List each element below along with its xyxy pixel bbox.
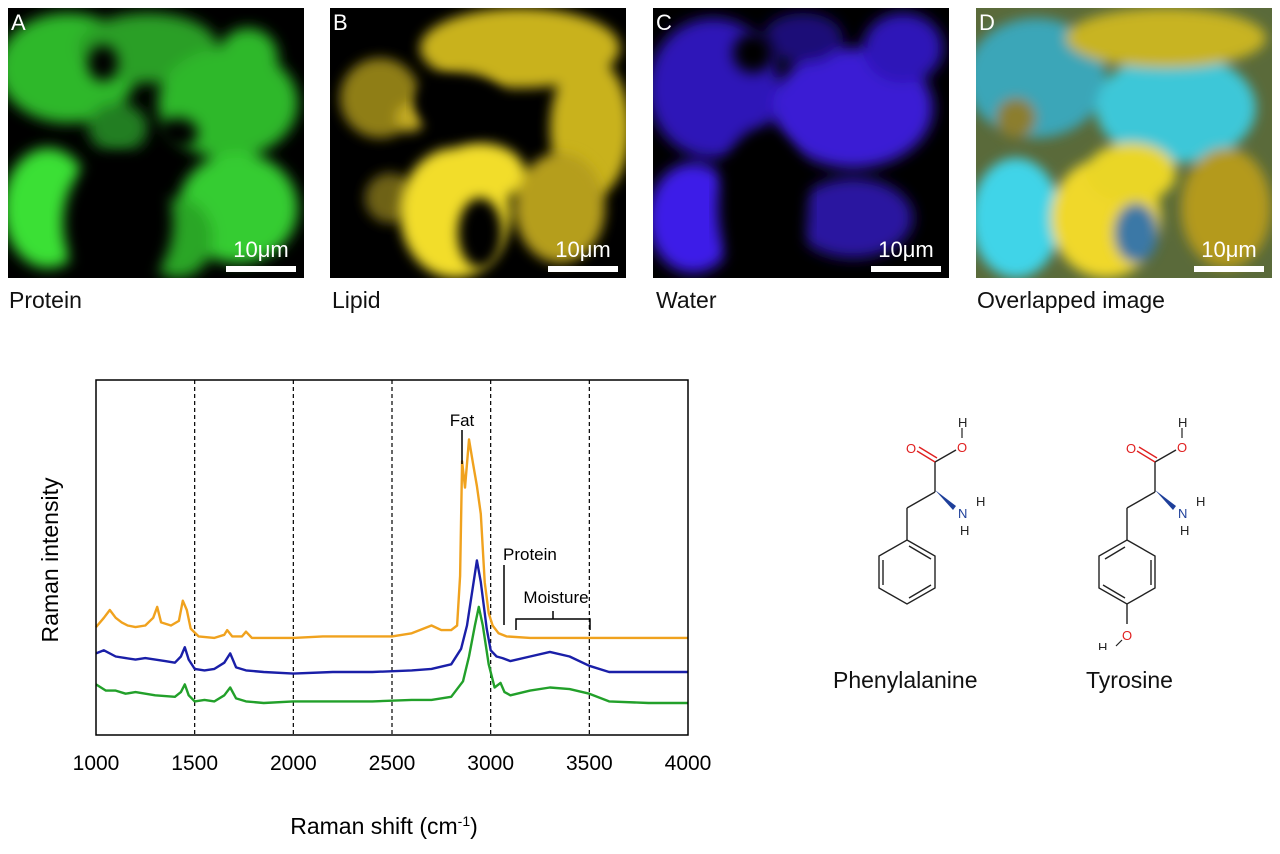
tyrosine-structure: O O H N H H O H [1098, 415, 1205, 650]
moisture-annotation: Moisture [523, 588, 588, 607]
overlapped-map-image [976, 8, 1272, 278]
scale-bar [871, 266, 941, 272]
x-tick-label: 1000 [73, 752, 120, 775]
x-tick-label: 4000 [665, 752, 712, 775]
scale-bar [226, 266, 296, 272]
panel-letter: A [11, 10, 26, 35]
scale-bar-label: 10μm [878, 237, 934, 262]
hydrogen-label: H [958, 415, 967, 430]
molecule-structures: O O H N H H O O H N H H O H [878, 415, 1205, 650]
oxygen-label: O [906, 441, 916, 456]
phenylalanine-label: Phenylalanine [833, 667, 978, 693]
x-tick-label: 2500 [369, 752, 416, 775]
x-tick-label: 3500 [566, 752, 613, 775]
scale-bar [548, 266, 618, 272]
protein-annotation: Protein [503, 545, 557, 564]
spectrum-series-2 [95, 559, 688, 675]
caption-water: Water [656, 287, 717, 313]
scale-bar [1194, 266, 1264, 272]
panel-protein: A 10μm [8, 8, 304, 278]
caption-protein: Protein [9, 287, 82, 313]
oxygen-label: O [957, 440, 967, 455]
panel-overlap: D 10μm [976, 8, 1272, 278]
protein-map-image [8, 8, 304, 278]
x-tick-labels: 1000 1500 2000 2500 3000 3500 4000 [73, 752, 712, 775]
plot-frame [95, 379, 689, 736]
panel-water: C 10μm [653, 8, 949, 278]
fat-annotation: Fat [450, 411, 475, 430]
oxygen-label: O [1126, 441, 1136, 456]
scale-bar-label: 10μm [233, 237, 289, 262]
raman-spectrum-chart: 1000 1500 2000 2500 3000 3500 4000 Fat Protein… [37, 379, 712, 839]
panel-lipid: B 10μm [330, 8, 626, 278]
hydrogen-label: H [960, 523, 969, 538]
hydrogen-label: H [1196, 494, 1205, 509]
wedge-bond [1155, 490, 1176, 510]
panel-letter: B [333, 10, 348, 35]
spectrum-series-1 [95, 438, 688, 640]
caption-lipid: Lipid [332, 287, 381, 313]
panel-letter: C [656, 10, 672, 35]
oxygen-label: O [1122, 628, 1132, 643]
phenylalanine-structure: O O H N H H [878, 415, 985, 605]
lipid-map-image [330, 8, 626, 278]
moisture-bracket [515, 611, 591, 630]
hydrogen-label: H [1098, 640, 1107, 650]
x-tick-label: 2000 [270, 752, 317, 775]
spectrum-lines [95, 438, 688, 705]
hydrogen-label: H [1178, 415, 1187, 430]
tyrosine-label: Tyrosine [1086, 667, 1173, 693]
caption-overlap: Overlapped image [977, 287, 1165, 313]
x-tick-label: 3000 [467, 752, 514, 775]
hydrogen-label: H [976, 494, 985, 509]
spectrum-series-3 [95, 605, 688, 705]
scale-bar-label: 10μm [1201, 237, 1257, 262]
y-axis-title: Raman intensity [37, 477, 63, 642]
scale-bar-label: 10μm [555, 237, 611, 262]
wedge-bond [935, 490, 956, 510]
x-tick-label: 1500 [171, 752, 218, 775]
water-map-image [653, 8, 949, 278]
x-axis-title: Raman shift (cm-1) [290, 813, 478, 839]
nitrogen-label: N [1178, 506, 1187, 521]
oxygen-label: O [1177, 440, 1187, 455]
nitrogen-label: N [958, 506, 967, 521]
panel-letter: D [979, 10, 995, 35]
hydrogen-label: H [1180, 523, 1189, 538]
